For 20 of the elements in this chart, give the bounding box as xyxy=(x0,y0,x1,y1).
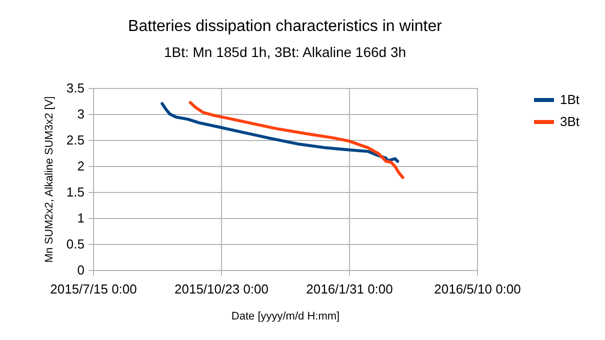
line-series xyxy=(188,101,404,179)
x-axis-title: Date [yyyy/m/d H:mm] xyxy=(231,310,340,322)
line-series xyxy=(160,102,400,163)
y-tick-label: 3.5 xyxy=(66,80,84,96)
legend-label: 3Bt xyxy=(560,114,580,129)
y-tick-label: 0.5 xyxy=(66,236,84,252)
y-tick-label: 2 xyxy=(77,158,84,174)
chart-title: Batteries dissipation characteristics in winter xyxy=(128,18,443,35)
chart-subtitle: 1Bt: Mn 185d 1h, 3Bt: Alkaline 166d 3h xyxy=(164,44,406,60)
y-tick-label: 3 xyxy=(77,106,84,122)
y-tick-label: 1 xyxy=(77,210,84,226)
y-axis-title: Mn SUM2x2, Alkaline SUM3x2 [V] xyxy=(43,96,56,263)
legend-label: 1Bt xyxy=(560,92,580,107)
x-tick-label: 2015/10/23 0:00 xyxy=(174,282,268,296)
y-tick-label: 1.5 xyxy=(66,184,84,200)
x-tick-label: 2015/7/15 0:00 xyxy=(50,282,137,296)
y-tick-label: 2.5 xyxy=(66,132,84,148)
y-tick-label: 0 xyxy=(77,262,84,278)
x-tick-label: 2016/1/31 0:00 xyxy=(306,282,393,296)
x-tick-label: 2016/5/10 0:00 xyxy=(434,282,521,296)
